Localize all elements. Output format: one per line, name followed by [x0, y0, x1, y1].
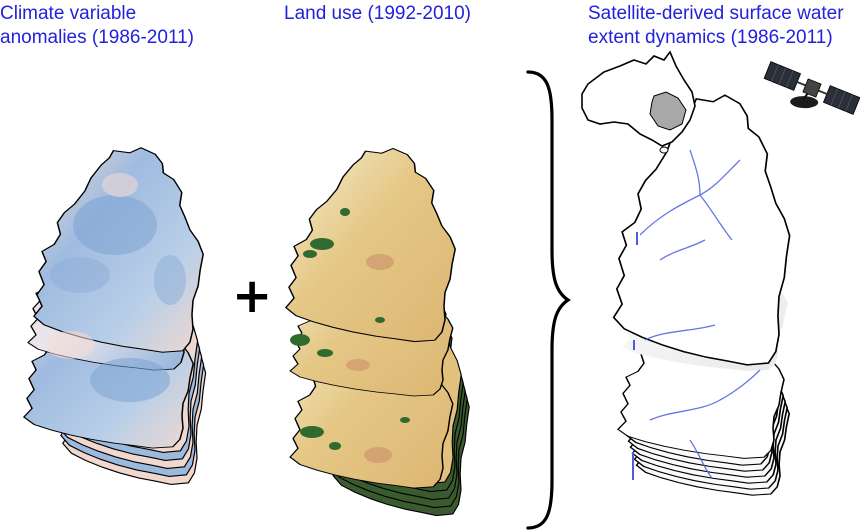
- right-brace-icon: [526, 70, 571, 530]
- plus-icon: +: [232, 268, 273, 324]
- landuse-vegetation-patches: [290, 208, 410, 450]
- landuse-panel-title: Land use (1992-2010): [284, 3, 471, 24]
- climate-panel-title: Climate variable anomalies (1986-2011): [0, 3, 194, 48]
- water-layer-top: [612, 94, 791, 366]
- landuse-stack: [285, 147, 470, 517]
- water-panel-title: Satellite-derived surface water extent d…: [588, 3, 844, 48]
- satellite-icon: [763, 61, 860, 115]
- landuse-cropland-patches: [346, 254, 394, 463]
- water-blue-edge-marks: [632, 232, 638, 480]
- climate-anomaly-patches: [45, 173, 186, 402]
- water-river-network: [639, 149, 761, 479]
- australia-map-icon: [581, 50, 696, 154]
- climate-stack: [23, 146, 207, 486]
- water-stack: [612, 94, 791, 497]
